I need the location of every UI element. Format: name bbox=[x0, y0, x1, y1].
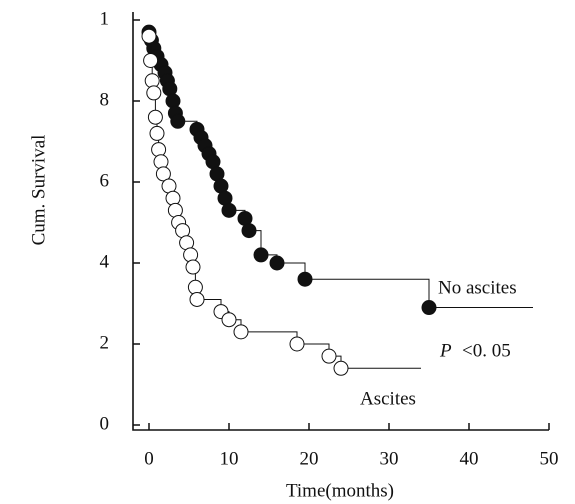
y-tick-label: 1 bbox=[100, 8, 110, 29]
y-tick-label: 6 bbox=[100, 170, 110, 191]
censor-marker bbox=[153, 154, 169, 170]
axis-line bbox=[132, 12, 549, 431]
x-tick-label: 30 bbox=[380, 448, 399, 469]
censor-marker bbox=[185, 259, 201, 275]
y-tick-label: 0 bbox=[100, 413, 110, 434]
censor-marker bbox=[233, 324, 249, 340]
censor-marker bbox=[155, 166, 171, 182]
y-tick-label: 2 bbox=[100, 332, 110, 353]
censor-marker bbox=[146, 85, 162, 101]
censor-marker bbox=[170, 113, 186, 129]
censor-marker bbox=[253, 247, 269, 263]
censor-marker bbox=[189, 291, 205, 307]
censor-marker bbox=[149, 125, 165, 141]
x-tick-label: 20 bbox=[300, 448, 319, 469]
censor-marker bbox=[151, 142, 167, 158]
censor-marker bbox=[147, 109, 163, 125]
censor-marker bbox=[221, 312, 237, 328]
x-tick-label: 50 bbox=[540, 448, 559, 469]
y-tick-label: 8 bbox=[100, 89, 110, 110]
survival-curve bbox=[149, 35, 421, 369]
y-axis-label: Cum. Survival bbox=[28, 135, 49, 246]
series-label: Ascites bbox=[360, 388, 416, 409]
censor-marker bbox=[321, 348, 337, 364]
series-label: No ascites bbox=[438, 277, 517, 298]
x-tick-label: 0 bbox=[144, 448, 154, 469]
censor-marker bbox=[183, 247, 199, 263]
x-tick-label: 40 bbox=[460, 448, 479, 469]
censor-marker bbox=[333, 360, 349, 376]
censor-marker bbox=[165, 190, 181, 206]
censor-marker bbox=[241, 223, 257, 239]
censor-marker bbox=[421, 300, 437, 316]
survival-curve bbox=[149, 31, 533, 309]
censor-marker bbox=[165, 93, 181, 109]
censor-marker bbox=[289, 336, 305, 352]
x-axis-label: Time(months) bbox=[286, 480, 394, 501]
x-tick-label: 10 bbox=[220, 448, 239, 469]
censor-marker bbox=[141, 28, 157, 44]
censor-marker bbox=[221, 202, 237, 218]
censor-marker bbox=[269, 255, 285, 271]
censor-marker bbox=[297, 271, 313, 287]
censor-marker bbox=[143, 53, 159, 68]
p-symbol: P bbox=[439, 340, 452, 361]
p-value: <0. 05 bbox=[462, 340, 511, 361]
y-tick-label: 4 bbox=[100, 251, 110, 272]
